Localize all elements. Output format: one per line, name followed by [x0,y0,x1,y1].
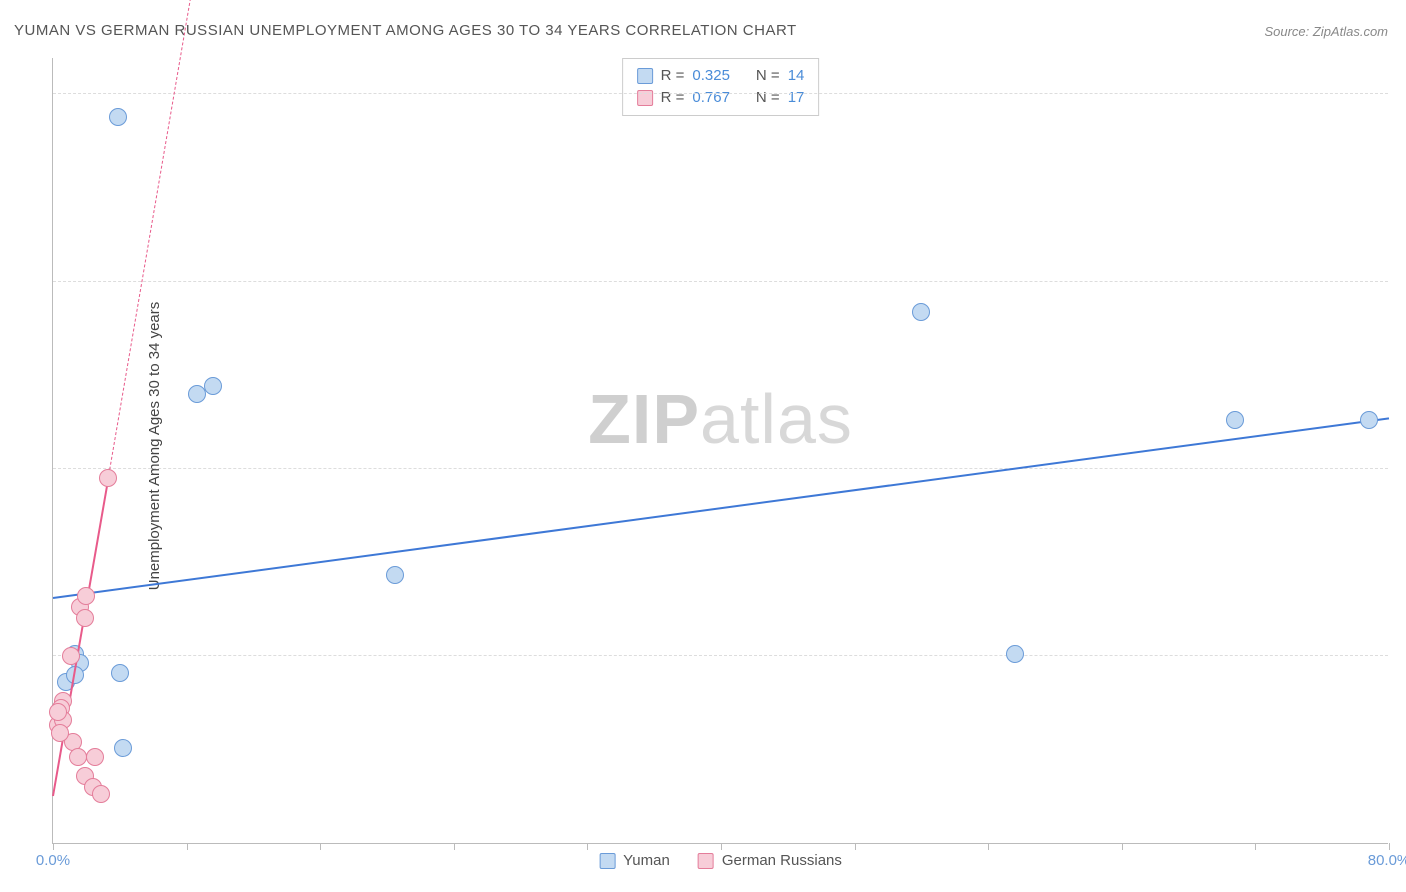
legend-n-value: 17 [788,87,805,109]
legend-r-label: R = [661,87,685,109]
trend-line [53,417,1389,599]
data-point [204,377,222,395]
watermark: ZIPatlas [588,379,853,459]
gridline-h [53,93,1388,94]
trend-line [108,0,271,480]
legend-swatch [637,90,653,106]
data-point [114,739,132,757]
legend-swatch [698,853,714,869]
x-tick [721,843,722,850]
x-tick [454,843,455,850]
x-tick-label: 80.0% [1368,852,1406,869]
legend-label: Yuman [623,852,670,869]
legend-r-label: R = [661,65,685,87]
data-point [912,303,930,321]
legend-row: R = 0.767 N = 17 [637,87,805,109]
scatter-plot: ZIPatlas R =0.325N =14R =0.767N =17 Yuma… [52,58,1388,844]
data-point [1360,411,1378,429]
x-tick-label: 0.0% [36,852,70,869]
data-point [76,609,94,627]
data-point [62,647,80,665]
legend-row: R = 0.325 N = 14 [637,65,805,87]
x-tick [1255,843,1256,850]
legend-r-value: 0.767 [692,87,730,109]
legend-label: German Russians [722,852,842,869]
data-point [1226,411,1244,429]
legend-swatch [599,853,615,869]
legend-item: German Russians [698,852,842,869]
x-tick [187,843,188,850]
legend-n-label: N = [756,65,780,87]
data-point [51,724,69,742]
legend-n-value: 14 [788,65,805,87]
legend-item: Yuman [599,852,670,869]
data-point [109,108,127,126]
data-point [188,385,206,403]
x-tick [320,843,321,850]
data-point [111,664,129,682]
series-legend: Yuman German Russians [599,852,842,869]
data-point [77,587,95,605]
data-point [1006,645,1024,663]
gridline-h [53,468,1388,469]
data-point [66,666,84,684]
legend-swatch [637,68,653,84]
x-tick [587,843,588,850]
x-tick [855,843,856,850]
gridline-h [53,281,1388,282]
chart-title: YUMAN VS GERMAN RUSSIAN UNEMPLOYMENT AMO… [14,22,797,39]
data-point [49,703,67,721]
legend-n-label: N = [756,87,780,109]
data-point [386,566,404,584]
data-point [99,469,117,487]
data-point [69,748,87,766]
x-tick [1389,843,1390,850]
correlation-legend: R = 0.325 N = 14 R = 0.767 N = 17 [622,58,820,116]
data-point [92,785,110,803]
x-tick [988,843,989,850]
data-point [86,748,104,766]
gridline-h [53,655,1388,656]
legend-r-value: 0.325 [692,65,730,87]
x-tick [1122,843,1123,850]
x-tick [53,843,54,850]
source-attribution: Source: ZipAtlas.com [1264,24,1388,39]
